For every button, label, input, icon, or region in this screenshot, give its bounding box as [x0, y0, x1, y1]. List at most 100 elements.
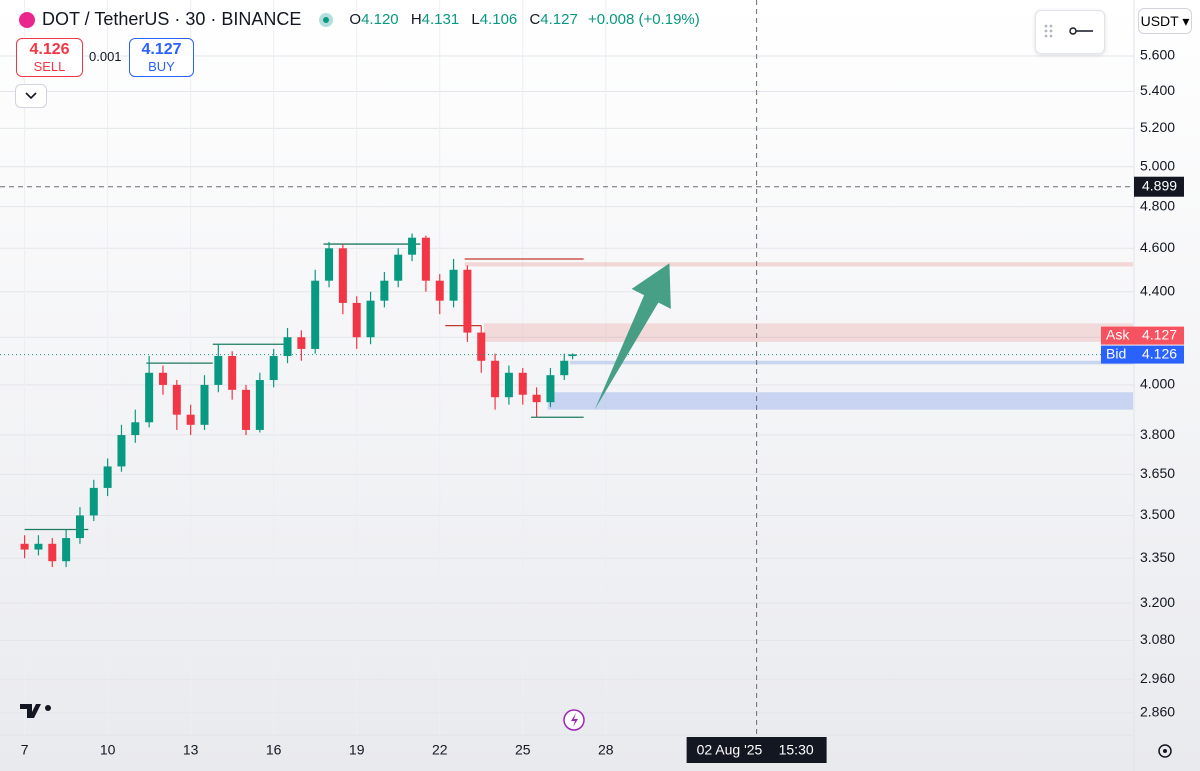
sell-button[interactable]: 4.126 SELL: [16, 38, 83, 77]
candle-body: [491, 360, 500, 398]
arrow: [594, 263, 671, 410]
x-tick-label: 10: [100, 742, 116, 758]
crosshair-date: 02 Aug '25: [697, 742, 763, 758]
buy-button[interactable]: 4.127 BUY: [129, 38, 194, 77]
y-tick-label: 5.600: [1140, 47, 1175, 63]
symbol-icon: [19, 11, 35, 28]
h-value: 4.131: [421, 11, 460, 28]
candle-body: [449, 269, 458, 301]
crosshair-time-box: [686, 737, 827, 763]
x-tick-label: 22: [432, 742, 448, 758]
crosshair-price: 4.899: [1142, 177, 1177, 193]
c-key: C: [529, 11, 541, 28]
drawing-toolbar[interactable]: [1035, 10, 1105, 54]
ohlc: O4.120 H4.131 L4.106 C4.127 +0.008 (+0.1…: [341, 11, 699, 28]
candle-body: [311, 280, 320, 349]
candle-body: [75, 515, 84, 539]
x-tick-label: 16: [266, 742, 282, 758]
ask-price-box: [1134, 326, 1184, 345]
candle-body: [380, 280, 389, 301]
change: +0.008 (+0.19%): [588, 11, 700, 28]
candle-body: [394, 254, 403, 281]
x-tick-label: 28: [598, 742, 614, 758]
candle-body: [546, 375, 555, 403]
market-status: [319, 12, 334, 27]
c-value: 4.127: [540, 11, 578, 28]
candle-body: [20, 543, 29, 550]
zone: [464, 262, 1133, 267]
sell-label: SELL: [33, 59, 66, 74]
candle-body: [568, 354, 577, 357]
ask-price: 4.127: [1142, 326, 1177, 342]
spread: 0.001: [89, 49, 122, 64]
ask-tag: Ask: [1106, 326, 1130, 342]
candle-body: [297, 337, 306, 349]
candle-body: [242, 389, 251, 430]
candle-body: [366, 300, 375, 338]
crosshair-price-box: [1134, 176, 1184, 197]
y-tick-label: 2.860: [1140, 704, 1175, 720]
symbol-header: DOT / TetherUS · 30 · BINANCE O4.120 H4.…: [18, 9, 700, 30]
toolbar-icons: [1044, 24, 1093, 38]
bid-price-box: [1134, 345, 1184, 364]
logo-dot: [45, 705, 51, 711]
candle-body: [532, 394, 541, 403]
candle-body: [435, 280, 444, 301]
candle-body: [560, 360, 569, 376]
y-tick-label: 4.400: [1140, 282, 1175, 298]
candle-body: [504, 372, 513, 398]
y-tick-label: 2.960: [1140, 670, 1175, 686]
candle-body: [117, 435, 126, 467]
candle-body: [255, 380, 264, 430]
events-bolt: [571, 713, 578, 727]
crosshair-time: 15:30: [779, 742, 814, 758]
candle-body: [338, 248, 347, 303]
y-tick-label: 3.650: [1140, 465, 1175, 481]
buy-label: BUY: [148, 59, 175, 74]
o-value: 4.120: [361, 11, 399, 28]
ask-tag-box: [1101, 326, 1134, 345]
collapse-button[interactable]: [15, 84, 47, 108]
candle-body: [62, 538, 71, 562]
zone: [547, 392, 1133, 410]
l-value: 4.106: [479, 11, 518, 28]
candle-body: [214, 356, 223, 385]
candle-body: [408, 237, 417, 255]
y-tick-label: 5.400: [1140, 82, 1175, 98]
h-key: H: [410, 11, 422, 28]
x-tick-label: 7: [21, 742, 29, 758]
bid-tag: Bid: [1106, 345, 1126, 361]
settings-icon[interactable]: [1158, 744, 1172, 758]
symbol-title: DOT / TetherUS · 30 · BINANCE: [42, 9, 302, 29]
y-tick-label: 4.600: [1140, 239, 1175, 255]
l-key: L: [471, 11, 480, 28]
candle-body: [325, 248, 334, 281]
y-tick-label: 3.350: [1140, 549, 1175, 565]
candle-body: [477, 332, 486, 361]
candle-body: [145, 372, 154, 423]
zone: [569, 360, 1133, 365]
currency-button[interactable]: USDT ▾: [1138, 8, 1192, 34]
y-tick-label: 4.800: [1140, 197, 1175, 213]
candle-body: [200, 384, 209, 425]
y-tick-label: 5.000: [1140, 157, 1175, 173]
candle-body: [421, 237, 430, 281]
currency: USDT: [1140, 13, 1179, 29]
y-tick-label: 3.800: [1140, 426, 1175, 442]
chevron: [25, 92, 37, 100]
y-tick-label: 5.200: [1140, 119, 1175, 135]
buy-price: 4.127: [141, 41, 182, 58]
candle-body: [131, 422, 140, 436]
y-tick-label: 3.080: [1140, 631, 1175, 647]
y-tick-label: 4.000: [1140, 376, 1175, 392]
bid-tag-box: [1101, 345, 1134, 364]
candle-body: [269, 356, 278, 381]
y-tick-label: 3.200: [1140, 594, 1175, 610]
candle-body: [186, 414, 195, 425]
bid-price: 4.126: [1142, 345, 1177, 361]
sell-price: 4.126: [29, 41, 70, 58]
candle-body: [89, 487, 98, 516]
zone: [484, 323, 1133, 342]
